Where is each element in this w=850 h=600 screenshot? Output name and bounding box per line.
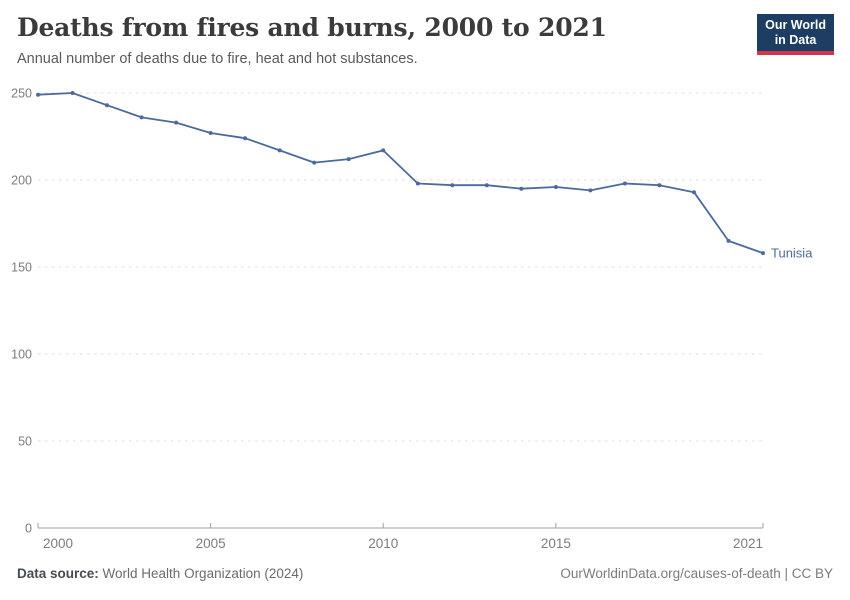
y-tick-label: 100 [11, 348, 32, 362]
y-tick-label: 200 [11, 174, 32, 188]
data-point[interactable] [622, 181, 627, 186]
data-point[interactable] [761, 251, 765, 256]
x-tick-label: 2000 [43, 536, 73, 551]
data-point[interactable] [553, 185, 558, 189]
chart-subtitle: Annual number of deaths due to fire, hea… [17, 51, 418, 67]
data-point[interactable] [415, 181, 420, 186]
data-point[interactable] [726, 238, 731, 243]
data-point[interactable] [70, 91, 75, 95]
data-point[interactable] [519, 186, 524, 191]
y-tick-label: 250 [11, 87, 32, 101]
series-end-label[interactable]: Tunisia [771, 246, 813, 261]
logo-line1: Our World [765, 18, 826, 32]
data-point[interactable] [139, 115, 144, 120]
y-tick-label: 150 [11, 261, 32, 275]
data-point[interactable] [105, 103, 109, 108]
data-point[interactable] [657, 183, 662, 188]
data-point[interactable] [277, 148, 282, 153]
data-point[interactable] [36, 92, 40, 97]
x-tick-label: 2021 [733, 536, 763, 551]
x-tick-label: 2005 [196, 536, 226, 551]
data-point[interactable] [312, 160, 317, 165]
credit-link[interactable]: OurWorldinData.org/causes-of-death | CC … [560, 566, 833, 581]
x-tick-label: 2010 [368, 536, 398, 551]
data-line[interactable] [37, 92, 764, 255]
data-point[interactable] [208, 131, 213, 135]
data-point[interactable] [243, 136, 248, 141]
data-point[interactable] [450, 183, 455, 188]
data-source-label: Data source: [17, 566, 99, 581]
x-tick-label: 2015 [541, 536, 571, 551]
data-source: Data source: World Health Organization (… [17, 566, 303, 581]
y-tick-label: 50 [18, 435, 32, 449]
data-point[interactable] [692, 190, 696, 195]
y-tick-label: 0 [25, 522, 32, 536]
page-title: Deaths from fires and burns, 2000 to 202… [17, 13, 607, 42]
owid-logo[interactable]: Our World in Data [757, 14, 834, 55]
data-source-value: World Health Organization (2024) [98, 566, 304, 581]
data-point[interactable] [588, 188, 593, 193]
data-point[interactable] [484, 183, 489, 188]
logo-line2: in Data [774, 33, 817, 47]
data-point[interactable] [346, 157, 351, 162]
data-point[interactable] [174, 120, 179, 125]
data-point[interactable] [381, 148, 386, 153]
